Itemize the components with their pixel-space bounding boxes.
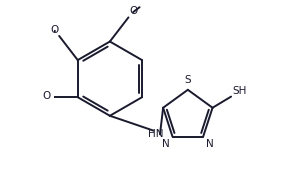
Text: O: O xyxy=(43,91,51,101)
Text: N: N xyxy=(206,139,214,149)
Text: HN: HN xyxy=(148,129,163,139)
Text: O: O xyxy=(50,25,58,35)
Text: SH: SH xyxy=(232,86,246,96)
Text: S: S xyxy=(185,75,191,85)
Text: N: N xyxy=(162,139,170,149)
Text: O: O xyxy=(129,7,138,16)
